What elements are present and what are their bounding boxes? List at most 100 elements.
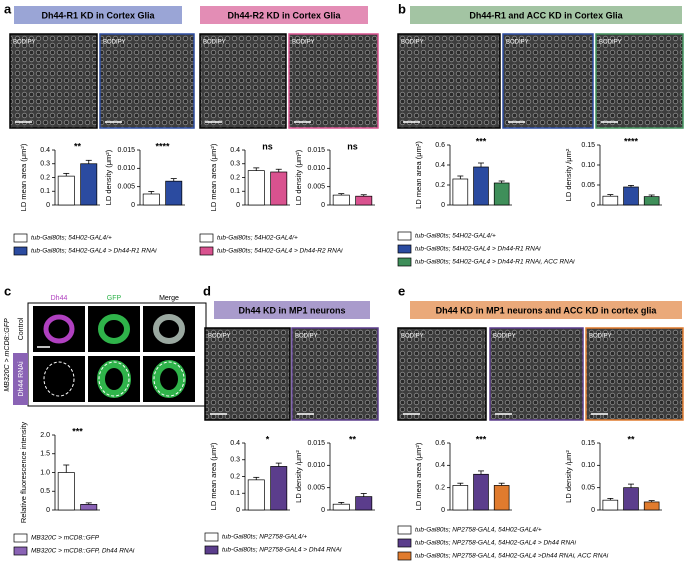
micrograph	[595, 33, 684, 129]
y-tick-label: 0.4	[230, 440, 240, 447]
bar	[57, 175, 75, 206]
significance: **	[74, 141, 82, 151]
bar	[452, 485, 469, 511]
micrograph	[502, 33, 594, 129]
y-tick-label: 0.010	[307, 462, 325, 469]
y-tick-label: 0.3	[230, 161, 240, 168]
micrograph	[99, 33, 195, 129]
y-axis-label: LD density /μm²	[564, 450, 573, 503]
image-label: BODIPY	[295, 334, 318, 340]
legend-label: tub-Gal80ts; NP2758-GAL4 > Dh44 RNAi	[222, 547, 342, 554]
micrograph	[291, 327, 379, 421]
legend-label: tub-Gal80ts; NP2758-GAL4, 54H02-GAL4 >Dh…	[415, 553, 609, 560]
bar	[247, 479, 265, 511]
header: Dh44-R2 KD in Cortex Glia	[227, 10, 341, 20]
image-label: BODIPY	[589, 334, 612, 340]
significance: ***	[72, 426, 83, 436]
micrograph	[288, 33, 379, 129]
legend-swatch	[397, 525, 412, 535]
image-label: BODIPY	[208, 334, 231, 340]
header: Dh44 KD in MP1 neurons and ACC KD in cor…	[436, 305, 658, 315]
legend-label: tub-Gal80ts; NP2758-GAL4, 54H02-GAL4 > D…	[415, 540, 577, 547]
legend-swatch	[13, 246, 28, 256]
y-tick-label: 0.15	[581, 440, 595, 447]
panel-label: c	[4, 283, 11, 298]
y-tick-label: 2.0	[40, 432, 50, 439]
panel-label: a	[4, 1, 12, 16]
bar	[332, 503, 350, 511]
legend-label: tub-Gal80ts; 54H02-GAL4/+	[415, 233, 496, 240]
image-label: BODIPY	[599, 40, 622, 46]
significance: ns	[262, 141, 273, 151]
header: Dh44 KD in MP1 neurons	[238, 305, 345, 315]
y-tick-label: 0.010	[117, 165, 135, 172]
y-tick-label: 0.2	[40, 174, 50, 181]
panel-label: b	[398, 1, 406, 16]
legend-swatch	[397, 538, 412, 548]
legend-label: tub-Gal80ts; 54H02-GAL4 > Dh44-R1 RNAi	[415, 246, 541, 253]
micrograph	[585, 327, 684, 421]
image-label: BODIPY	[203, 40, 226, 46]
y-tick-label: 0.015	[307, 440, 325, 447]
panel-label: e	[398, 283, 405, 298]
image-label: BODIPY	[401, 334, 424, 340]
legend-swatch	[397, 551, 412, 561]
y-tick-label: 0.05	[581, 182, 595, 189]
bar	[270, 171, 288, 206]
y-tick-label: 0.010	[307, 165, 325, 172]
header-box	[410, 6, 682, 24]
bar	[643, 501, 660, 511]
bar	[332, 194, 350, 206]
y-axis-label: LD mean area (μm²)	[414, 141, 423, 209]
y-tick-label: 0	[321, 507, 325, 514]
bar	[602, 499, 619, 511]
significance: ****	[624, 136, 639, 146]
legend-label: MB320C > mCD8::GFP	[31, 535, 100, 542]
legend-swatch	[204, 532, 219, 542]
y-tick-label: 0.4	[40, 147, 50, 154]
bar	[57, 472, 75, 511]
panel-c-images	[13, 302, 207, 407]
y-tick-label: 1.0	[40, 469, 50, 476]
header-box	[410, 301, 682, 319]
y-axis-label: LD mean area (μm²)	[19, 143, 28, 211]
bar	[473, 166, 489, 206]
row-label: Control	[18, 317, 25, 340]
legend-label: tub-Gal80ts; NP2758-GAL4/+	[222, 534, 307, 541]
legend-swatch	[204, 545, 219, 555]
y-tick-label: 0	[46, 507, 50, 514]
legend-swatch	[13, 533, 28, 543]
legend-swatch	[13, 233, 28, 243]
bar	[493, 182, 510, 206]
y-tick-label: 0.1	[230, 188, 240, 195]
y-tick-label: 0.4	[435, 162, 445, 169]
y-axis-label: Relative fluorescence intensity	[19, 422, 28, 524]
bar	[247, 170, 265, 206]
y-tick-label: 0	[236, 507, 240, 514]
y-tick-label: 0.2	[435, 485, 445, 492]
y-axis-label: LD mean area (μm²)	[209, 442, 218, 510]
column-label: Merge	[159, 295, 179, 302]
bar	[355, 496, 373, 511]
legend-label: tub-Gal80ts; 54H02-GAL4/+	[31, 235, 112, 242]
y-tick-label: 0.10	[581, 462, 595, 469]
y-tick-label: 0.005	[307, 184, 325, 191]
image-label: BODIPY	[401, 40, 424, 46]
image-label: BODIPY	[493, 334, 516, 340]
y-tick-label: 0.6	[435, 440, 445, 447]
legend-swatch	[199, 246, 214, 256]
legend-swatch	[397, 231, 412, 241]
significance: ***	[476, 136, 487, 146]
y-tick-label: 0.5	[40, 488, 50, 495]
image-label: BODIPY	[103, 40, 126, 46]
bar	[165, 180, 183, 206]
y-tick-label: 0.005	[117, 184, 135, 191]
micrograph	[199, 33, 287, 129]
y-tick-label: 0.4	[435, 462, 445, 469]
column-label: Dh44	[51, 295, 68, 302]
bar	[643, 196, 660, 206]
header-box	[14, 6, 182, 24]
y-tick-label: 0.10	[581, 162, 595, 169]
y-tick-label: 0.015	[307, 147, 325, 154]
image-label: BODIPY	[13, 40, 36, 46]
